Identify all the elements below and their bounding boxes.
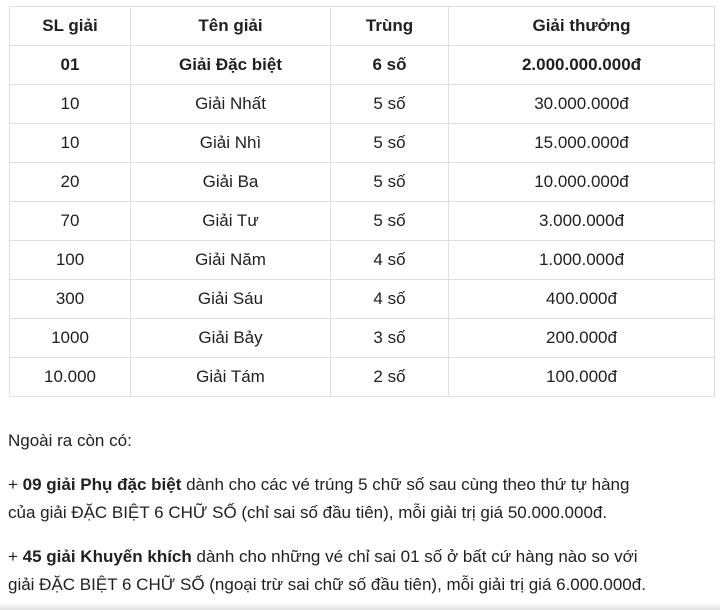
cell-prize-name: Giải Tám — [130, 357, 331, 397]
table-row: 01 Giải Đặc biệt 6 số 2.000.000.000đ — [9, 45, 715, 85]
cell-prize-value: 2.000.000.000đ — [448, 45, 715, 85]
prize-table-body: 01 Giải Đặc biệt 6 số 2.000.000.000đ 10 Giải … — [9, 45, 715, 397]
cell-match: 5 số — [330, 123, 449, 163]
cell-prize-name: Giải Ba — [130, 162, 331, 202]
table-row: 10.000 Giải Tám 2 số 100.000đ — [9, 357, 715, 397]
notes-section: Ngoài ra còn có: + 09 giải Phụ đặc biệt … — [8, 427, 708, 599]
cell-prize-value: 200.000đ — [448, 318, 715, 358]
column-header-quantity: SL giải — [9, 6, 131, 46]
note-paragraph-consolation-prize: + 45 giải Khuyến khích dành cho những vé… — [8, 543, 708, 599]
note-bold-label: 45 giải Khuyến khích — [22, 547, 192, 566]
note-bold-label: 09 giải Phụ đặc biệt — [22, 475, 182, 494]
cell-prize-name: Giải Sáu — [130, 279, 331, 319]
column-header-prize-name: Tên giải — [130, 6, 331, 46]
cell-prize-name: Giải Đặc biệt — [130, 45, 331, 85]
column-header-prize-value: Giải thưởng — [448, 6, 715, 46]
cell-quantity: 1000 — [9, 318, 131, 358]
cell-prize-value: 30.000.000đ — [448, 84, 715, 124]
cell-match: 5 số — [330, 201, 449, 241]
note-text-line1: dành cho những vé chỉ sai 01 số ở bất cứ… — [191, 547, 638, 566]
prize-table: SL giải Tên giải Trùng Giải thưởng 01 Giả… — [9, 6, 715, 397]
table-row: 10 Giải Nhất 5 số 30.000.000đ — [9, 84, 715, 124]
cell-quantity: 01 — [9, 45, 131, 85]
cell-prize-value: 10.000.000đ — [448, 162, 715, 202]
cell-prize-name: Giải Nhì — [130, 123, 331, 163]
note-text-line2: giải ĐẶC BIỆT 6 CHỮ SỐ (ngoại trừ sai ch… — [8, 575, 646, 594]
note-prefix: + — [8, 475, 23, 494]
cell-prize-name: Giải Bảy — [130, 318, 331, 358]
cell-match: 5 số — [330, 84, 449, 124]
column-header-match: Trùng — [330, 6, 449, 46]
cell-quantity: 10.000 — [9, 357, 131, 397]
cell-prize-value: 1.000.000đ — [448, 240, 715, 280]
cell-prize-value: 3.000.000đ — [448, 201, 715, 241]
cell-match: 6 số — [330, 45, 449, 85]
cell-prize-value: 15.000.000đ — [448, 123, 715, 163]
note-text-line1: dành cho các vé trúng 5 chữ số sau cùng … — [181, 475, 630, 494]
cell-match: 2 số — [330, 357, 449, 397]
cell-prize-name: Giải Nhất — [130, 84, 331, 124]
notes-intro: Ngoài ra còn có: — [8, 431, 132, 450]
table-row: 100 Giải Năm 4 số 1.000.000đ — [9, 240, 715, 280]
table-row: 1000 Giải Bảy 3 số 200.000đ — [9, 318, 715, 358]
table-row: 20 Giải Ba 5 số 10.000.000đ — [9, 162, 715, 202]
table-row: 70 Giải Tư 5 số 3.000.000đ — [9, 201, 715, 241]
cell-prize-value: 100.000đ — [448, 357, 715, 397]
cell-quantity: 70 — [9, 201, 131, 241]
note-prefix: + — [8, 547, 23, 566]
table-header-row: SL giải Tên giải Trùng Giải thưởng — [9, 6, 715, 46]
cell-match: 4 số — [330, 240, 449, 280]
note-paragraph-special-sub-prize: + 09 giải Phụ đặc biệt dành cho các vé t… — [8, 471, 708, 527]
cell-quantity: 100 — [9, 240, 131, 280]
cell-quantity: 10 — [9, 123, 131, 163]
table-row: 300 Giải Sáu 4 số 400.000đ — [9, 279, 715, 319]
cell-match: 4 số — [330, 279, 449, 319]
cell-quantity: 300 — [9, 279, 131, 319]
cell-prize-name: Giải Năm — [130, 240, 331, 280]
cell-prize-name: Giải Tư — [130, 201, 331, 241]
table-row: 10 Giải Nhì 5 số 15.000.000đ — [9, 123, 715, 163]
bottom-fade — [0, 603, 720, 610]
cell-prize-value: 400.000đ — [448, 279, 715, 319]
cell-quantity: 20 — [9, 162, 131, 202]
cell-quantity: 10 — [9, 84, 131, 124]
cell-match: 3 số — [330, 318, 449, 358]
cell-match: 5 số — [330, 162, 449, 202]
note-text-line2: của giải ĐẶC BIỆT 6 CHỮ SỐ (chỉ sai số đ… — [8, 503, 608, 522]
